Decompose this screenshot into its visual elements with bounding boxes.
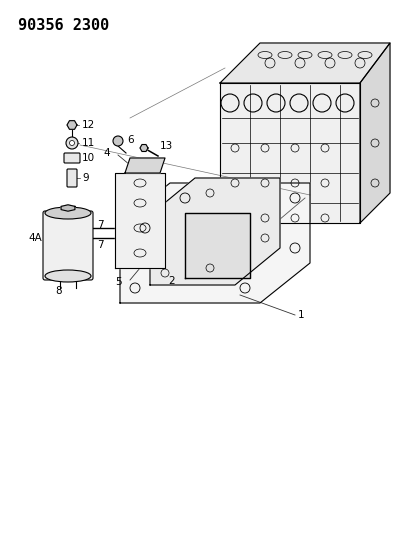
Polygon shape [120, 183, 310, 303]
Text: 6: 6 [127, 135, 134, 145]
Circle shape [66, 137, 78, 149]
FancyBboxPatch shape [64, 153, 80, 163]
Text: 7: 7 [97, 220, 104, 230]
Text: 12: 12 [82, 120, 95, 130]
Polygon shape [115, 173, 165, 268]
Polygon shape [125, 158, 165, 173]
Text: 9: 9 [82, 173, 89, 183]
Text: 7: 7 [97, 240, 104, 250]
Text: 3: 3 [145, 247, 152, 257]
FancyBboxPatch shape [43, 211, 93, 280]
Text: 5: 5 [115, 277, 122, 287]
FancyBboxPatch shape [67, 169, 77, 187]
Circle shape [113, 136, 123, 146]
Text: 10: 10 [82, 153, 95, 163]
Text: 4: 4 [103, 148, 110, 158]
Circle shape [70, 141, 74, 146]
Ellipse shape [45, 207, 91, 219]
Text: 13: 13 [160, 141, 173, 151]
Text: 8: 8 [55, 286, 62, 296]
Text: 90356 2300: 90356 2300 [18, 18, 109, 33]
Polygon shape [140, 144, 148, 151]
Text: 11: 11 [82, 138, 95, 148]
Text: 2: 2 [168, 276, 175, 286]
Polygon shape [185, 213, 250, 278]
Text: 4A: 4A [28, 233, 42, 243]
Polygon shape [360, 43, 390, 223]
Polygon shape [220, 43, 390, 83]
Ellipse shape [45, 270, 91, 282]
Polygon shape [150, 178, 280, 285]
Polygon shape [67, 120, 77, 130]
Polygon shape [220, 83, 360, 223]
Text: 1: 1 [298, 310, 305, 320]
Polygon shape [61, 205, 75, 211]
